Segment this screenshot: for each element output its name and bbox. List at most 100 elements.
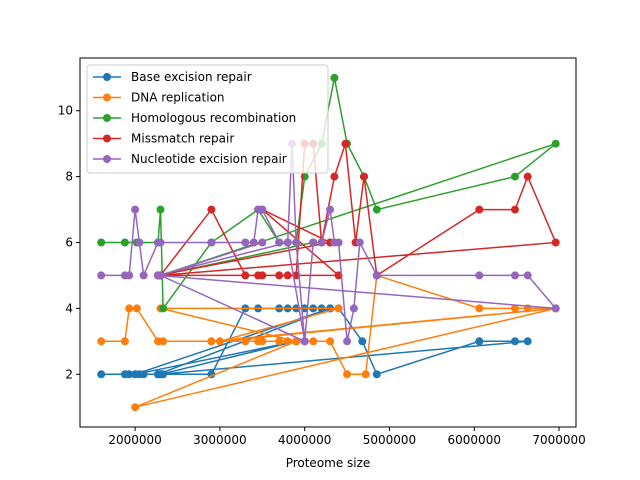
- data-point: [309, 238, 318, 247]
- x-tick-label: 6000000: [448, 433, 501, 447]
- data-point: [523, 271, 532, 280]
- legend-swatch-marker: [103, 155, 111, 163]
- legend-swatch-marker: [103, 73, 111, 81]
- data-point: [341, 139, 350, 148]
- data-point: [275, 337, 284, 346]
- data-point: [207, 238, 216, 247]
- data-point: [343, 370, 352, 379]
- y-tick-label: 8: [65, 170, 73, 184]
- x-axis-label: Proteome size: [286, 456, 371, 470]
- y-tick-label: 4: [65, 301, 73, 315]
- data-point: [120, 337, 129, 346]
- data-point: [258, 337, 267, 346]
- data-point: [275, 238, 284, 247]
- data-point: [361, 370, 370, 379]
- data-point: [241, 238, 250, 247]
- data-point: [125, 271, 134, 280]
- data-point: [97, 238, 106, 247]
- x-tick-label: 7000000: [532, 433, 585, 447]
- data-point: [292, 337, 301, 346]
- data-point: [551, 139, 560, 148]
- data-point: [334, 238, 343, 247]
- data-point: [511, 172, 519, 181]
- data-point: [156, 205, 165, 214]
- data-point: [131, 205, 140, 214]
- data-point: [131, 370, 140, 379]
- data-point: [372, 370, 381, 379]
- data-point: [125, 304, 134, 313]
- data-point: [215, 337, 224, 346]
- y-tick-label: 2: [65, 367, 73, 381]
- data-point: [349, 304, 358, 313]
- data-point: [258, 205, 267, 214]
- legend-swatch-marker: [103, 93, 111, 102]
- data-point: [334, 304, 343, 313]
- data-point: [97, 337, 106, 346]
- legend-label: Base excision repair: [131, 70, 252, 84]
- legend-item: Missmatch repair: [93, 132, 234, 146]
- data-point: [300, 337, 309, 346]
- data-point: [475, 271, 484, 280]
- data-point: [97, 370, 106, 379]
- data-point: [475, 304, 484, 313]
- data-point: [159, 337, 168, 346]
- data-point: [360, 172, 368, 181]
- x-axis: 2000000 3000000 4000000 5000000 6000000 70000…: [108, 427, 586, 447]
- data-point: [358, 337, 367, 346]
- data-point: [326, 337, 335, 346]
- legend-item: Nucleotide excision repair: [93, 152, 287, 166]
- y-tick-label: 10: [58, 104, 73, 118]
- x-tick-label: 3000000: [193, 433, 246, 447]
- data-point: [132, 304, 141, 313]
- data-point: [511, 304, 519, 313]
- data-point: [283, 337, 292, 346]
- data-point: [475, 205, 484, 214]
- data-point: [241, 337, 250, 346]
- data-point: [258, 238, 267, 247]
- y-axis: 2 4 6 8 10: [58, 104, 80, 381]
- legend-swatch-marker: [103, 114, 111, 122]
- data-point: [372, 205, 381, 214]
- data-point: [159, 304, 168, 313]
- data-point: [241, 271, 250, 280]
- data-point: [511, 337, 519, 346]
- data-point: [523, 172, 532, 181]
- data-point: [139, 370, 148, 379]
- data-point: [120, 238, 129, 247]
- data-point: [330, 172, 339, 181]
- data-point: [207, 337, 216, 346]
- data-point: [511, 205, 519, 214]
- legend-label: Homologous recombination: [131, 111, 296, 125]
- x-tick-label: 2000000: [108, 433, 161, 447]
- data-point: [511, 271, 519, 280]
- legend-swatch-marker: [103, 134, 111, 143]
- data-point: [135, 238, 144, 247]
- data-point: [551, 238, 560, 247]
- series-5: [97, 139, 560, 346]
- data-point: [249, 238, 258, 247]
- legend-item: Homologous recombination: [93, 111, 296, 125]
- y-tick-label: 6: [65, 236, 73, 250]
- data-point: [156, 238, 165, 247]
- data-point: [283, 238, 292, 247]
- x-tick-label: 4000000: [278, 433, 331, 447]
- legend-box: [86, 64, 329, 174]
- legend-label: DNA replication: [131, 91, 225, 105]
- legend-item: Base excision repair: [93, 70, 252, 84]
- data-point: [207, 205, 216, 214]
- data-point: [275, 271, 284, 280]
- data-point: [292, 238, 301, 247]
- data-point: [258, 271, 267, 280]
- data-point: [330, 73, 339, 82]
- data-point: [131, 403, 140, 412]
- data-point: [317, 238, 326, 247]
- data-point: [326, 205, 335, 214]
- data-point: [523, 337, 532, 346]
- data-point: [97, 271, 106, 280]
- data-point: [551, 304, 560, 313]
- data-point: [355, 238, 364, 247]
- data-point: [154, 370, 162, 379]
- data-point: [125, 370, 134, 379]
- data-point: [475, 337, 484, 346]
